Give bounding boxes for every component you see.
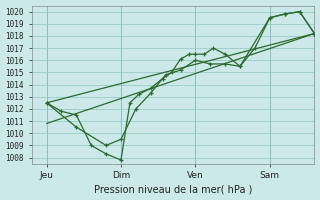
X-axis label: Pression niveau de la mer( hPa ): Pression niveau de la mer( hPa ) bbox=[94, 184, 252, 194]
